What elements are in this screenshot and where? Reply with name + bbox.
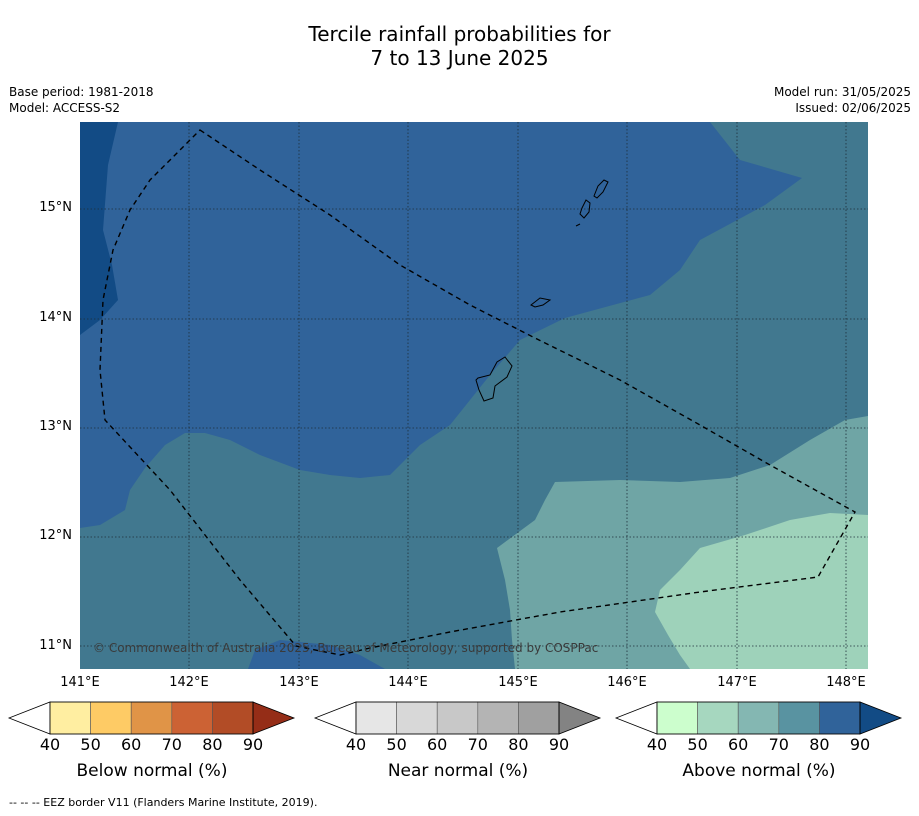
colorbar-near-segment [355, 701, 397, 735]
copyright-notice: © Commonwealth of Australia 2025, Bureau… [93, 641, 599, 655]
colorbar-above-frame [656, 701, 861, 735]
colorbars [7, 701, 903, 735]
lon-label-147: 147°E [717, 675, 757, 690]
colorbar-above-tick: 50 [687, 735, 708, 754]
colorbar-below-tick: 40 [39, 735, 61, 754]
colorbar-above-segment [737, 701, 780, 735]
eez-border [99, 129, 856, 656]
colorbar-near-tick: 40 [345, 735, 367, 754]
colorbar-above-max-arrow [859, 701, 903, 735]
eez-footnote: -- -- -- EEZ border V11 (Flanders Marine… [9, 796, 318, 809]
colorbar-below-tick: 70 [161, 735, 182, 754]
colorbar-near-segment [396, 701, 438, 735]
colorbar-below-tick: 50 [80, 735, 101, 754]
colorbar-near-segment [436, 701, 479, 735]
chart-title: Tercile rainfall probabilities for 7 to … [0, 22, 919, 70]
colorbar-above-segment [656, 701, 698, 735]
island-aguijan [575, 223, 581, 227]
colorbar-below-segment [171, 701, 213, 735]
colorbar-below-min-arrow [7, 701, 51, 735]
colorbar-below-segment [90, 701, 132, 735]
colorbar-near-min-arrow [313, 701, 357, 735]
zone-above-80-bottom [248, 640, 385, 669]
zone-above-50 [655, 513, 868, 669]
island-rota [530, 297, 552, 308]
colorbar-above-tick: 80 [809, 735, 830, 754]
colorbar-above-segment [819, 701, 861, 735]
colorbar-near-max-arrow [558, 701, 602, 735]
lat-label-11: 11°N [39, 638, 72, 653]
model-run: Model run: 31/05/2025 [773, 85, 911, 99]
meta-right: Model run: 31/05/2025 Issued: 02/06/2025 [774, 84, 911, 116]
colorbar-below-tick: 60 [121, 735, 142, 754]
colorbar-above-segment [778, 701, 820, 735]
colorbar-below-segment [49, 701, 91, 735]
lat-label-13: 13°N [39, 419, 72, 434]
colorbar-title-below: Below normal (%) [76, 761, 228, 781]
island-tinian [579, 199, 591, 219]
colorbar-below-segment [130, 701, 173, 735]
colorbar-above-tick: 70 [768, 735, 789, 754]
issued-date: Issued: 02/06/2025 [795, 101, 911, 115]
colorbar-above-min-arrow [614, 701, 658, 735]
colorbar-near-tick: 70 [467, 735, 488, 754]
model-name: Model: ACCESS-S2 [9, 101, 121, 115]
colorbar-above-segment [697, 701, 739, 735]
title-line-2: 7 to 13 June 2025 [370, 46, 549, 70]
colorbar-above-tick: 40 [646, 735, 668, 754]
colorbar-below-segment [212, 701, 254, 735]
colorbar-near-segment [477, 701, 519, 735]
lon-label-145: 145°E [498, 675, 538, 690]
lat-label-14: 14°N [39, 310, 72, 325]
lat-label-15: 15°N [39, 200, 72, 215]
colorbar-title-near: Near normal (%) [387, 761, 529, 781]
colorbar-below-frame [49, 701, 254, 735]
title-line-1: Tercile rainfall probabilities for [308, 22, 611, 46]
colorbar-above-tick: 60 [728, 735, 749, 754]
lon-label-141: 141°E [60, 675, 100, 690]
lon-label-144: 144°E [388, 675, 428, 690]
colorbar-below-tick: 90 [242, 735, 264, 754]
lat-label-12: 12°N [39, 528, 72, 543]
lon-label-142: 142°E [169, 675, 209, 690]
colorbar-below-max-arrow [252, 701, 296, 735]
colorbar-below-tick: 80 [202, 735, 223, 754]
colorbar-near-frame [355, 701, 560, 735]
colorbar-near-tick: 80 [508, 735, 529, 754]
colorbar-above-tick: 90 [849, 735, 871, 754]
colorbar-near-tick: 60 [427, 735, 448, 754]
lon-label-148: 148°E [826, 675, 866, 690]
meta-left: Base period: 1981-2018 Model: ACCESS-S2 [9, 84, 154, 116]
colorbar-title-above: Above normal (%) [682, 761, 836, 781]
lon-label-143: 143°E [279, 675, 319, 690]
colorbar-near-segment [518, 701, 560, 735]
base-period: Base period: 1981-2018 [9, 85, 154, 99]
island-saipan [593, 179, 609, 199]
colorbar-near-tick: 50 [386, 735, 407, 754]
zone-above-90 [80, 122, 118, 335]
lon-label-146: 146°E [607, 675, 647, 690]
island-guam [475, 356, 513, 402]
colorbar-near-tick: 90 [548, 735, 570, 754]
